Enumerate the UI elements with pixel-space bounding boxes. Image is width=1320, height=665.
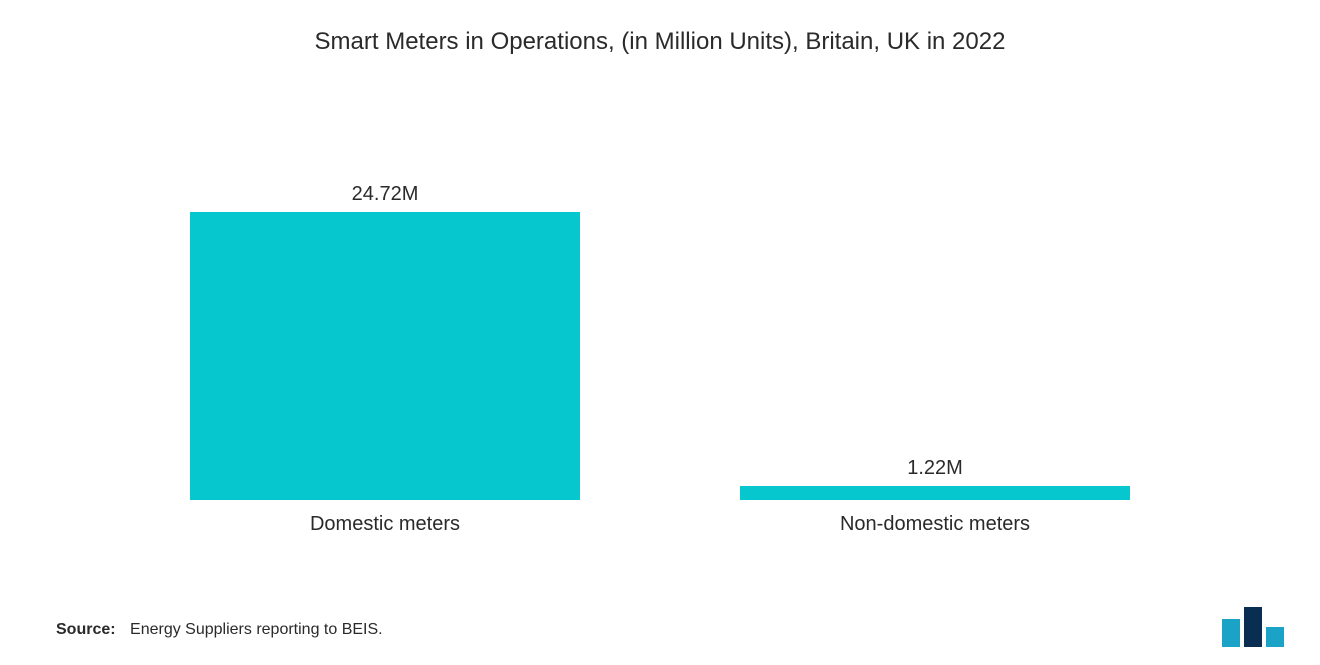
- bar-rect-0: [190, 212, 580, 500]
- logo-bar-0: [1222, 619, 1240, 647]
- source-text: Energy Suppliers reporting to BEIS.: [130, 621, 383, 638]
- chart-title: Smart Meters in Operations, (in Million …: [0, 28, 1320, 56]
- logo-bar-2: [1266, 627, 1284, 647]
- source-label: Source:: [56, 621, 116, 638]
- plot-area: 24.72M Domestic meters 1.22M Non-domesti…: [110, 150, 1210, 500]
- chart-container: Smart Meters in Operations, (in Million …: [0, 0, 1320, 665]
- bar-value-label-1: 1.22M: [907, 457, 963, 480]
- bar-rect-1: [740, 486, 1130, 500]
- bar-value-label-0: 24.72M: [352, 183, 419, 206]
- source-row: Source: Energy Suppliers reporting to BE…: [56, 621, 383, 639]
- brand-logo-svg: [1216, 603, 1296, 647]
- brand-logo: [1216, 603, 1296, 647]
- bar-category-label-0: Domestic meters: [310, 513, 460, 536]
- bar-group-0: 24.72M Domestic meters: [110, 150, 660, 500]
- logo-bar-1: [1244, 607, 1262, 647]
- bars-row: 24.72M Domestic meters 1.22M Non-domesti…: [110, 150, 1210, 500]
- bar-group-1: 1.22M Non-domestic meters: [660, 150, 1210, 500]
- bar-category-label-1: Non-domestic meters: [840, 513, 1030, 536]
